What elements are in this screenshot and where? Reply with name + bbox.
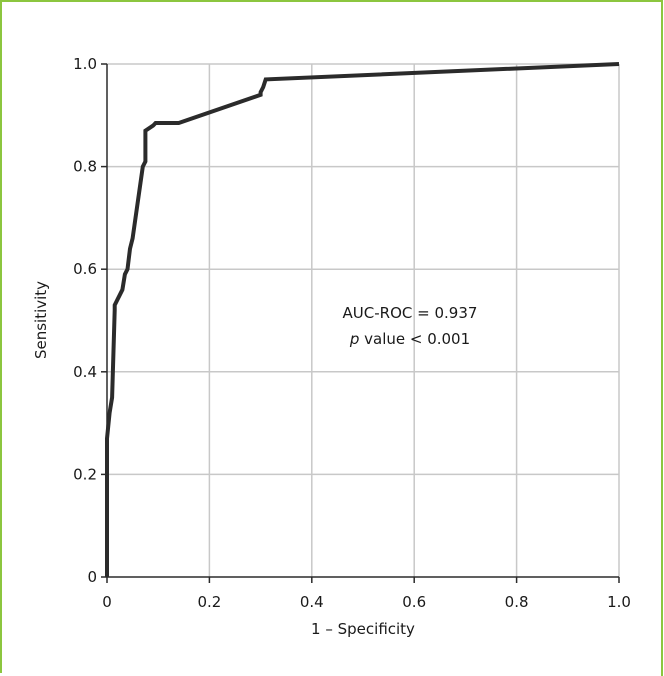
x-tick-label: 0.2 [197,593,221,611]
annotation-pvalue: p value < 0.001 [349,330,470,348]
y-tick-label: 0 [87,568,97,586]
grid [107,63,620,577]
x-axis-title: 1 – Specificity [311,620,415,638]
y-ticks: 0 0.2 0.4 0.6 0.8 1.0 [73,55,107,586]
y-axis-title: Sensitivity [32,281,50,359]
y-tick-label: 1.0 [73,55,97,73]
x-tick-label: 0 [102,593,112,611]
x-tick-label: 1.0 [607,593,631,611]
x-tick-label: 0.4 [300,593,324,611]
roc-curve [105,62,620,577]
y-tick-label: 0.8 [73,158,97,176]
x-tick-label: 0.6 [402,593,426,611]
y-tick-label: 0.6 [73,260,97,278]
y-tick-label: 0.2 [73,465,97,483]
annotation-auc: AUC-ROC = 0.937 [343,304,478,322]
figure-frame-right [661,0,663,676]
x-tick-label: 0.8 [505,593,529,611]
x-ticks: 0 0.2 0.4 0.6 0.8 1.0 [102,577,631,611]
annotation-p-italic: p [349,330,360,348]
annotation-p-rest: value < 0.001 [359,330,470,348]
y-tick-label: 0.4 [73,363,97,381]
